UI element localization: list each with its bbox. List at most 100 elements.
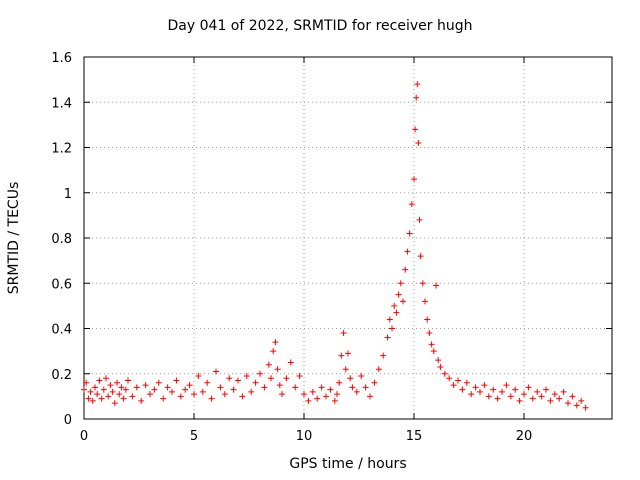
data-point: [105, 393, 112, 400]
data-point: [89, 397, 96, 404]
data-point: [367, 393, 373, 400]
y-axis-label: SRMTID / TECUs: [6, 181, 22, 295]
data-point: [268, 375, 274, 382]
data-point: [83, 379, 90, 386]
data-point: [408, 201, 415, 208]
data-point: [406, 230, 413, 237]
data-point: [195, 373, 202, 380]
data-point: [103, 375, 109, 382]
data-point: [446, 375, 453, 382]
data-point: [116, 391, 123, 398]
data-point: [221, 391, 228, 398]
x-tick-label: 10: [296, 429, 313, 444]
data-point: [120, 395, 127, 402]
data-point: [151, 386, 158, 393]
data-point: [182, 386, 189, 393]
x-tick-label: 15: [406, 429, 423, 444]
data-point: [419, 280, 426, 287]
data-point: [556, 395, 563, 402]
data-point: [276, 382, 283, 389]
data-point: [338, 352, 345, 359]
axis-ticks: 0 5 10 15 20 0 0.2 0.4 0.6 0.8 1 1.2 1.4 1.6: [51, 51, 612, 444]
data-point: [463, 379, 470, 386]
data-point: [455, 377, 461, 384]
data-point: [199, 388, 206, 395]
data-point: [118, 384, 125, 391]
data-point: [272, 339, 279, 346]
y-tick-label: 0.6: [51, 277, 72, 292]
data-point: [213, 368, 219, 375]
data-point: [309, 388, 316, 395]
data-point: [323, 393, 329, 400]
data-point: [578, 397, 585, 404]
data-point: [261, 384, 268, 391]
data-point: [521, 391, 527, 398]
data-point: [404, 248, 411, 255]
data-point: [314, 395, 321, 402]
data-point: [565, 400, 571, 407]
data-point: [191, 391, 197, 398]
data-point: [538, 393, 545, 400]
y-tick-label: 1.2: [51, 142, 72, 157]
data-point: [430, 348, 437, 355]
data-point: [334, 391, 340, 398]
data-point: [422, 298, 428, 305]
data-point: [342, 366, 349, 373]
data-points: [81, 81, 589, 411]
data-point: [283, 375, 290, 382]
data-point: [353, 388, 360, 395]
data-point: [301, 391, 307, 398]
data-point: [413, 94, 420, 101]
data-point: [345, 350, 351, 357]
x-tick-label: 20: [516, 429, 533, 444]
data-point: [459, 386, 466, 393]
data-point: [279, 391, 285, 398]
data-point: [490, 386, 497, 393]
data-point: [512, 386, 519, 393]
data-point: [573, 402, 580, 409]
data-point: [94, 391, 101, 398]
data-point: [428, 341, 435, 348]
data-point: [417, 253, 424, 260]
data-point: [371, 379, 378, 386]
data-point: [173, 377, 180, 384]
data-point: [441, 370, 448, 377]
data-point: [569, 393, 576, 400]
data-point: [186, 382, 193, 389]
y-tick-label: 1.6: [51, 51, 72, 66]
data-point: [551, 391, 558, 398]
data-point: [437, 363, 444, 370]
data-point: [411, 176, 417, 183]
data-point: [274, 366, 281, 373]
data-point: [239, 393, 246, 400]
data-point: [164, 384, 171, 391]
data-point: [155, 379, 162, 386]
data-point: [375, 366, 382, 373]
y-tick-label: 1: [64, 187, 72, 202]
data-point: [208, 395, 215, 402]
data-point: [582, 404, 589, 411]
data-point: [122, 386, 129, 393]
data-point: [248, 388, 255, 395]
data-point: [525, 384, 532, 391]
data-point: [543, 386, 549, 393]
data-point: [362, 384, 369, 391]
data-point: [107, 382, 114, 389]
data-point: [450, 382, 457, 389]
data-point: [177, 393, 184, 400]
data-point: [204, 379, 211, 386]
data-point: [147, 391, 153, 398]
data-point: [92, 384, 98, 391]
data-point: [391, 302, 398, 309]
data-point: [257, 370, 263, 377]
y-tick-label: 0: [64, 413, 72, 428]
data-point: [111, 400, 118, 407]
data-point: [318, 384, 325, 391]
data-point: [499, 388, 505, 395]
data-point: [160, 395, 167, 402]
data-point: [292, 384, 299, 391]
data-point: [305, 397, 312, 404]
data-point: [114, 379, 120, 386]
data-point: [503, 382, 510, 389]
y-tick-label: 0.4: [51, 323, 72, 338]
